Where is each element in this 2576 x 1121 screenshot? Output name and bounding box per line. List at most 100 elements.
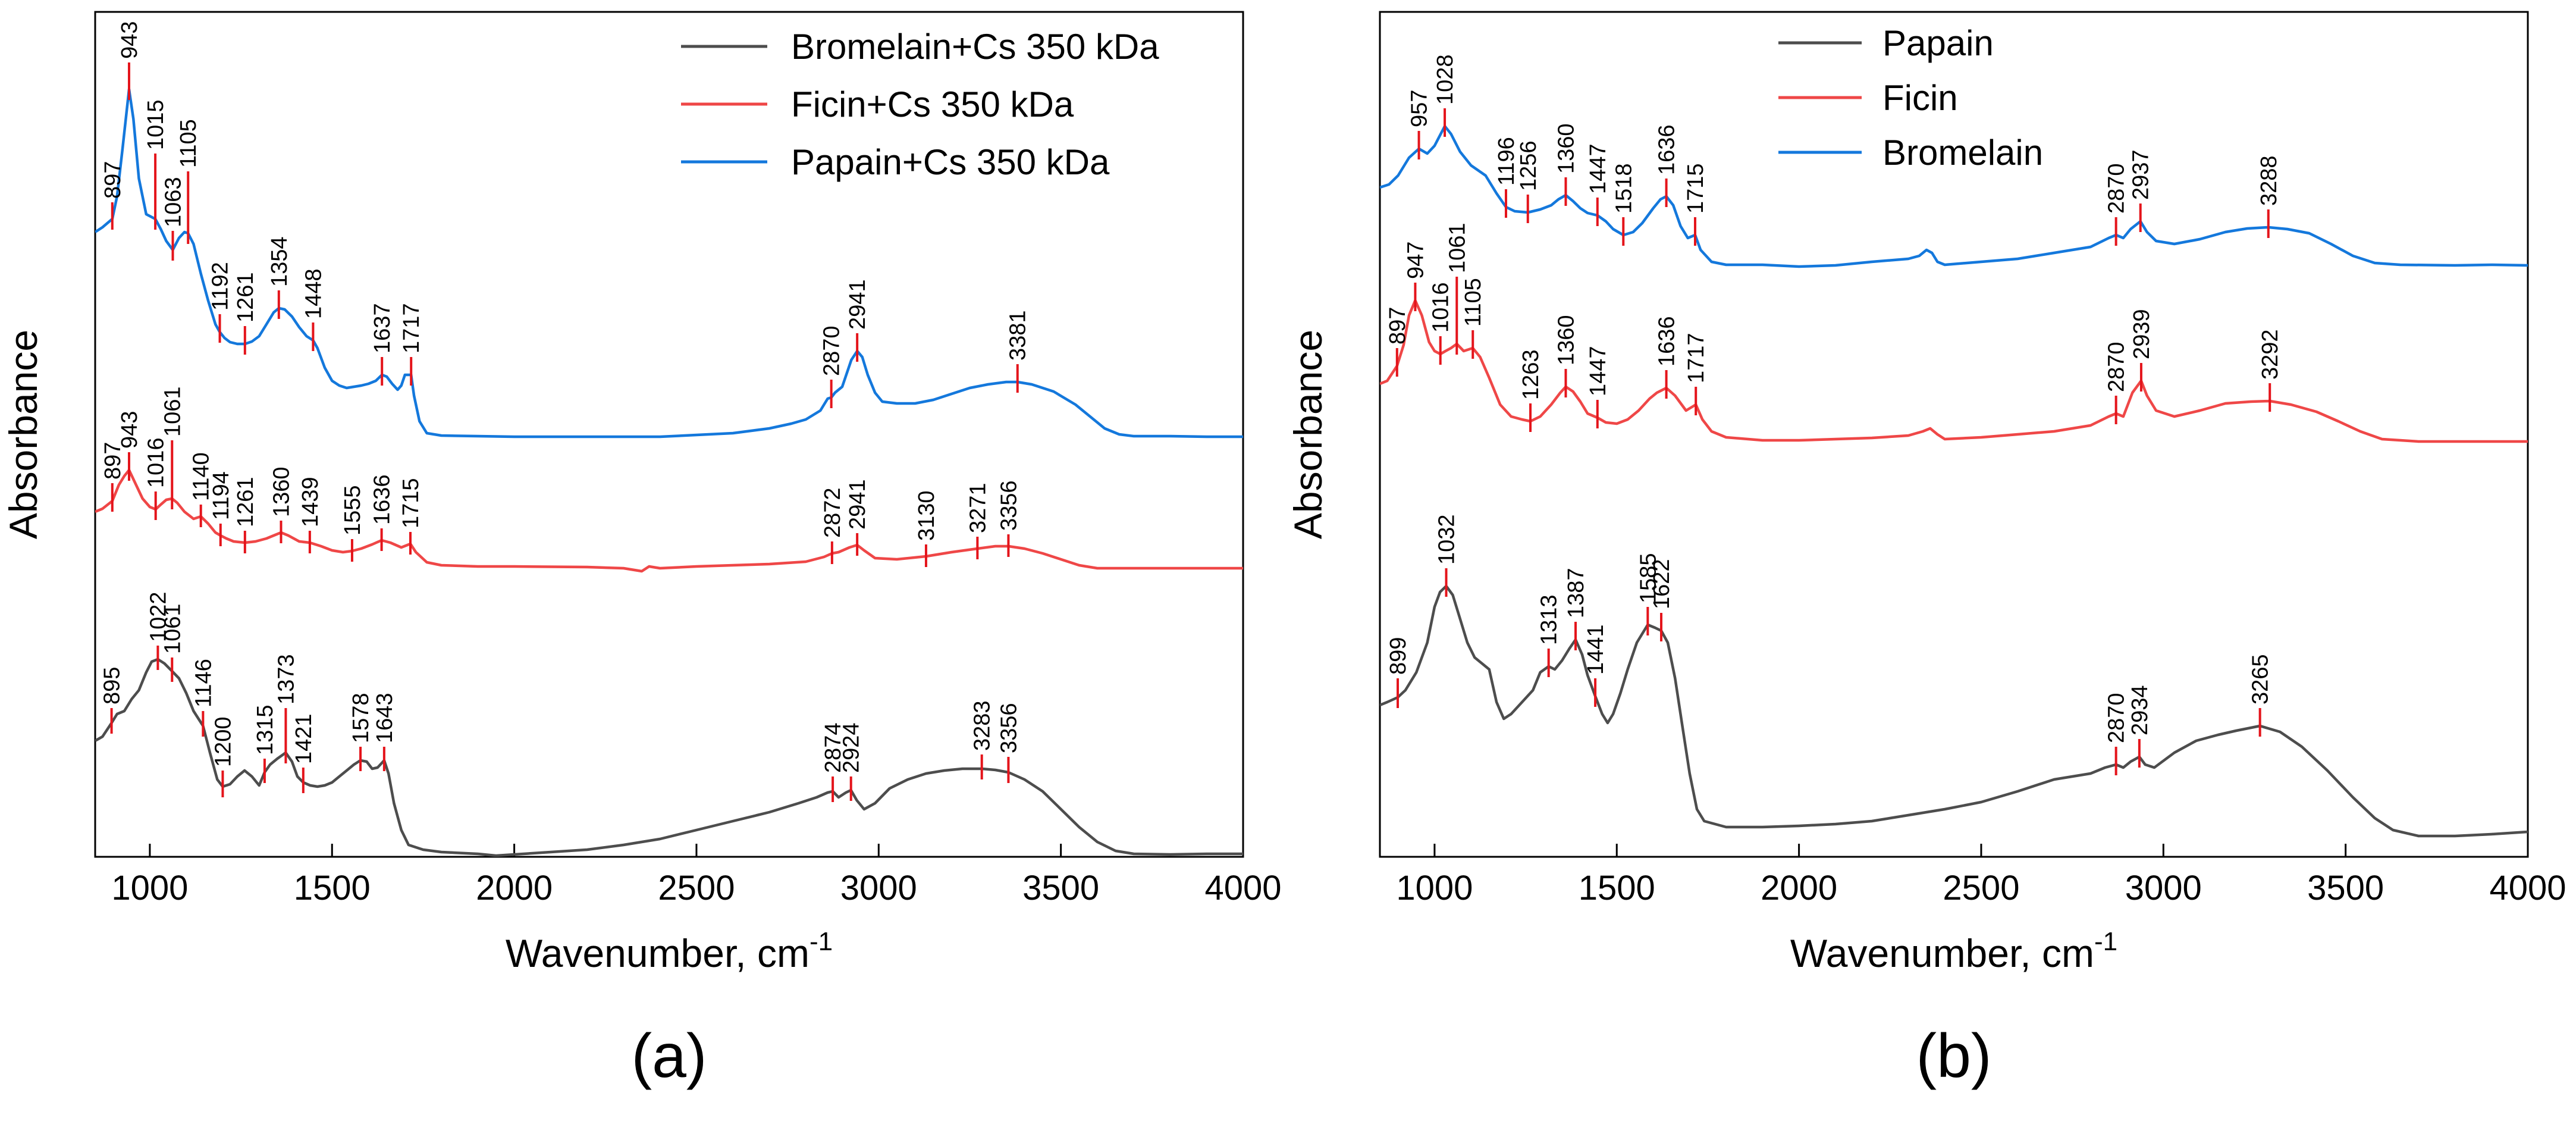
peak-label: 1313	[1537, 594, 1562, 645]
x-tick-label: 3500	[1022, 869, 1099, 907]
peak-label: 1448	[301, 268, 326, 319]
peak-label: 1200	[211, 716, 236, 767]
peak-label: 1261	[233, 477, 258, 527]
series-papain-cs-350-kda	[95, 87, 1243, 439]
peak-label: 3265	[2248, 654, 2273, 704]
peak-label: 3271	[965, 483, 990, 533]
peak-label: 943	[117, 21, 142, 59]
spectrum-line	[1380, 584, 2528, 838]
peak-label: 3356	[996, 703, 1021, 753]
panel-b: 1000 1500 2000 2500 3000 3500 4000 Wavenumber, …	[1286, 11, 2566, 1091]
peak-label: 1315	[253, 704, 278, 755]
peak-label: 895	[100, 667, 125, 704]
y-axis-label: Absorbance	[1, 330, 45, 539]
x-tick-label: 2500	[658, 869, 735, 907]
peak-label: 1447	[1586, 346, 1611, 396]
peak-label: 3283	[970, 700, 995, 751]
peak-label: 1715	[399, 478, 423, 528]
peak-label: 3356	[996, 480, 1021, 531]
plot-frame-b	[1379, 11, 2529, 858]
peak-label: 1441	[1583, 624, 1608, 675]
legend-label: Bromelain+Cs 350 kDa	[791, 27, 1159, 67]
x-tick-label: 3500	[2307, 869, 2384, 907]
peak-label: 1717	[1684, 333, 1709, 383]
x-tick-label: 3000	[2125, 869, 2202, 907]
peak-label: 1715	[1683, 163, 1708, 214]
x-axis-label: Wavenumber, cm-1	[1790, 927, 2117, 975]
spectrum-line	[95, 87, 1243, 439]
peak-label: 3292	[2258, 329, 2283, 380]
spectrum-line	[95, 657, 1243, 857]
x-tick-label: 1000	[111, 869, 188, 907]
peak-label: 1636	[1655, 316, 1680, 367]
peak-label: 1373	[274, 654, 299, 704]
peak-label: 1016	[1429, 282, 1454, 333]
peak-label: 1643	[372, 693, 397, 743]
peak-label: 943	[117, 411, 142, 449]
peak-label: 957	[1407, 90, 1432, 127]
spectrum-line	[95, 468, 1243, 573]
peak-label: 1105	[1461, 278, 1486, 327]
peak-label: 897	[1385, 307, 1410, 345]
peak-label: 3130	[914, 490, 939, 541]
peak-label: 899	[1386, 637, 1411, 675]
series-papain	[1380, 584, 2528, 838]
peak-label: 1636	[370, 474, 395, 525]
peak-label: 1360	[1554, 315, 1579, 365]
peak-label: 1261	[233, 272, 258, 322]
peak-label: 1063	[161, 177, 186, 227]
spectrum-line	[1380, 124, 2528, 268]
peak-label: 2870	[2104, 163, 2129, 214]
peak-label: 1360	[1554, 123, 1579, 174]
peak-label: 2924	[839, 722, 864, 773]
series-bromelain	[1380, 124, 2528, 268]
peak-label: 1061	[160, 603, 185, 654]
peak-label: 1256	[1516, 140, 1541, 191]
peak-label: 1061	[160, 386, 185, 437]
peak-label: 1263	[1518, 349, 1543, 400]
peak-label: 2872	[820, 487, 845, 538]
peak-label: 1636	[1655, 124, 1680, 175]
panel-label: (a)	[631, 1022, 707, 1091]
peak-label: 3381	[1006, 310, 1031, 361]
legend-label: Ficin+Cs 350 kDa	[791, 84, 1074, 124]
x-axis-label-text: Wavenumber, cm	[506, 931, 809, 975]
plot-frame-a	[94, 11, 1244, 858]
x-tick-label: 4000	[1204, 869, 1281, 907]
peak-label: 1439	[298, 477, 323, 527]
x-axis-label-text: Wavenumber, cm	[1790, 931, 2094, 975]
legend-label: Ficin	[1882, 78, 1958, 118]
series-ficin	[1380, 299, 2528, 443]
peak-label: 897	[101, 161, 125, 199]
spectrum-line	[1380, 299, 2528, 443]
peak-label: 1622	[1649, 559, 1674, 609]
peak-label: 1717	[399, 303, 424, 353]
peak-label: 1354	[267, 236, 292, 287]
peak-label: 2939	[2129, 309, 2154, 359]
series-ficin-cs-350-kda	[95, 468, 1243, 573]
peak-label: 1015	[143, 99, 168, 150]
x-tick-label: 2500	[1943, 869, 2019, 907]
x-axis-label-superscript: -1	[2094, 927, 2117, 956]
x-tick-label: 2000	[1761, 869, 1837, 907]
peak-label: 1016	[144, 437, 169, 488]
peak-label: 1637	[370, 303, 395, 353]
peak-label: 2941	[845, 479, 870, 530]
peak-label: 1555	[340, 485, 365, 536]
peak-label: 2874	[821, 722, 846, 773]
peak-label: 1032	[1435, 514, 1460, 565]
legend-label: Papain+Cs 350 kDa	[791, 142, 1110, 182]
x-axis-label: Wavenumber, cm-1	[506, 927, 833, 975]
peak-label: 2870	[2104, 693, 2129, 743]
peak-label: 1146	[191, 659, 216, 707]
legend-label: Bromelain	[1882, 133, 2043, 173]
x-tick-label: 4000	[2489, 869, 2566, 907]
peak-label: 897	[101, 442, 125, 480]
peak-label: 1518	[1611, 163, 1636, 214]
peak-label: 1578	[349, 693, 374, 743]
peak-label: 2937	[2129, 149, 2154, 200]
x-tick-label: 3000	[840, 869, 917, 907]
peak-label: 1421	[291, 713, 316, 764]
legend-label: Papain	[1882, 23, 1994, 63]
